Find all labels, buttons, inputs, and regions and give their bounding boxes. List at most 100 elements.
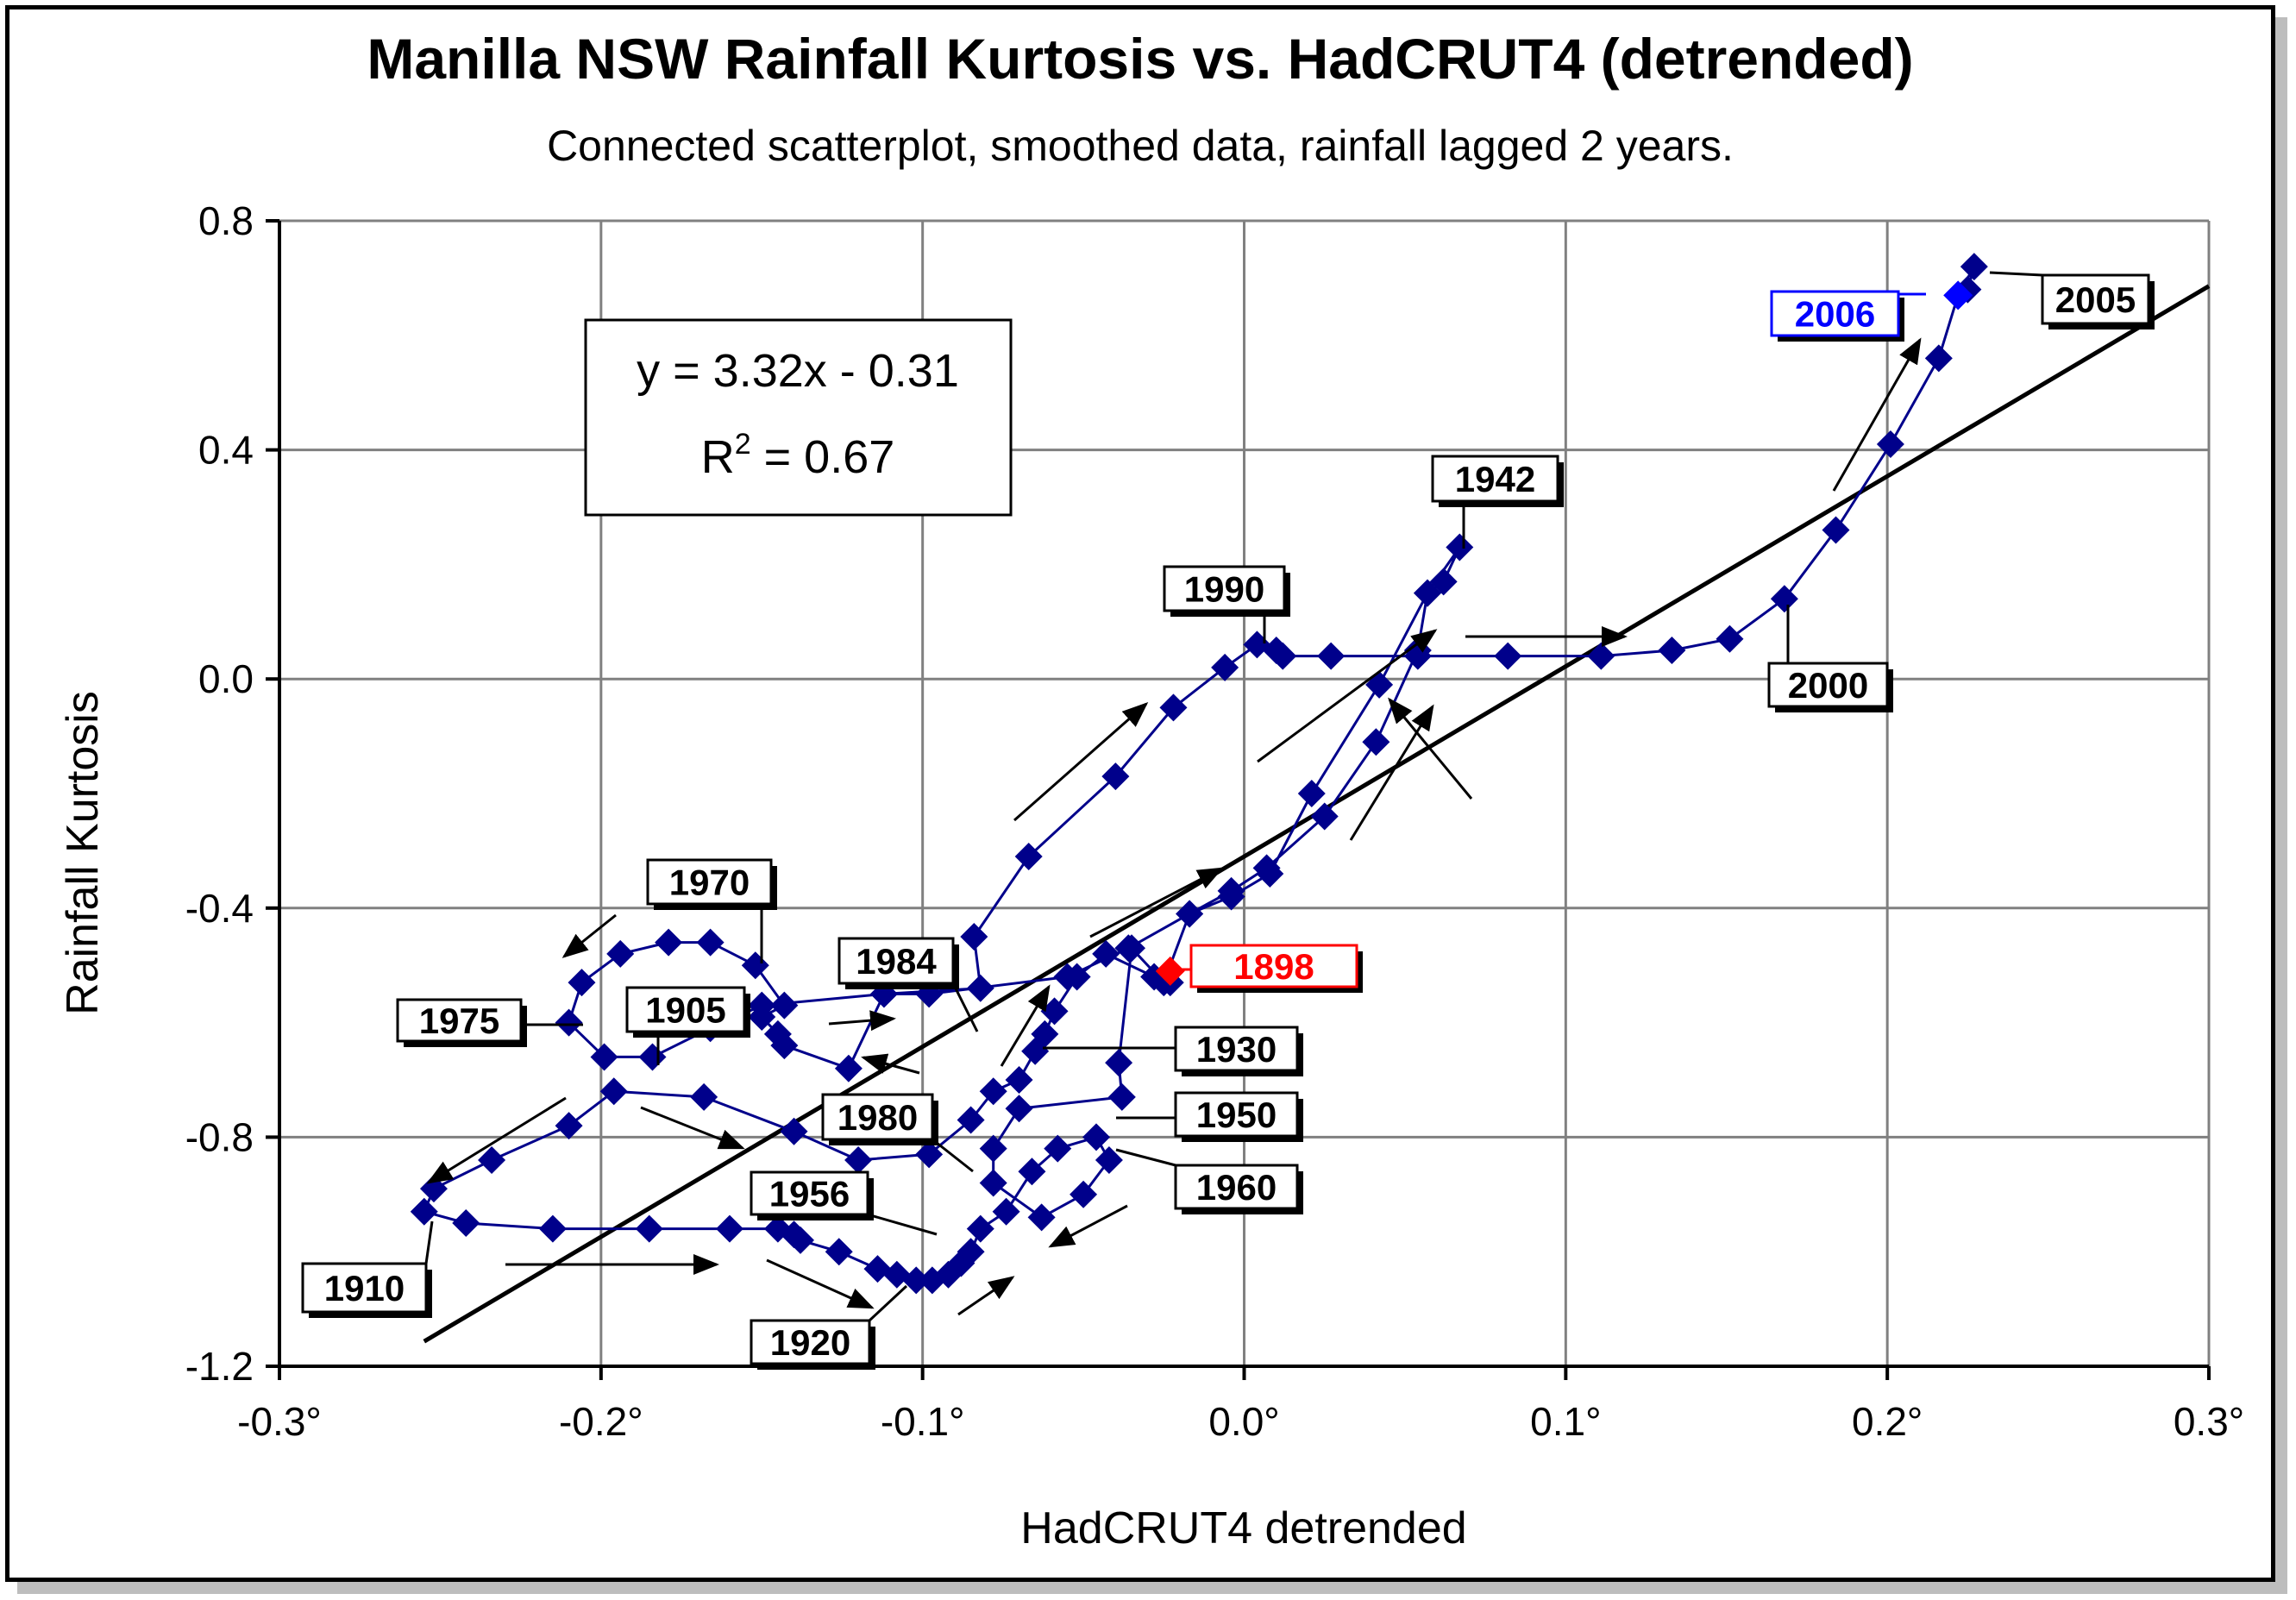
callout-box — [1431, 455, 1559, 503]
data-point — [902, 1266, 931, 1295]
data-point — [1159, 693, 1188, 722]
data-point — [655, 928, 683, 957]
data-point — [979, 1169, 1007, 1197]
callout-box — [1174, 1091, 1299, 1138]
x-axis-label: HadCRUT4 detrended — [1020, 1503, 1466, 1553]
data-point — [1924, 344, 1953, 373]
equation-line: y = 3.32x - 0.31 — [637, 345, 959, 397]
x-tick-label: 0.0° — [1208, 1399, 1279, 1444]
callout-box — [1189, 944, 1358, 988]
year-label: 1905 — [645, 990, 725, 1031]
callout-leader — [1989, 271, 2043, 277]
data-point — [1101, 762, 1130, 791]
data-point — [555, 1008, 583, 1037]
data-point — [1092, 939, 1120, 968]
highlight-point — [1943, 280, 1973, 311]
data-point — [1960, 253, 1988, 281]
data-point — [1587, 642, 1615, 670]
data-point — [1217, 882, 1245, 911]
data-point — [1053, 963, 1082, 991]
y-tick-label: 0.4 — [198, 428, 254, 473]
direction-arrow — [1048, 1204, 1128, 1248]
data-point — [696, 928, 725, 957]
data-point — [1297, 780, 1326, 807]
data-point — [1005, 1066, 1033, 1094]
year-label: 1990 — [1184, 569, 1264, 610]
data-point — [957, 1106, 985, 1134]
data-point — [452, 1209, 480, 1237]
year-label: 1898 — [1233, 946, 1314, 987]
direction-arrow — [1013, 702, 1149, 822]
data-point — [741, 951, 769, 980]
data-point — [786, 1226, 814, 1254]
data-point — [1014, 843, 1043, 871]
direction-arrow — [861, 1053, 920, 1075]
direction-arrow — [1257, 629, 1438, 763]
chart-subtitle: Connected scatterplot, smoothed data, ra… — [547, 122, 1734, 170]
data-point — [1876, 430, 1904, 458]
data-point — [1105, 1049, 1133, 1077]
direction-arrow — [1388, 697, 1473, 800]
callout-leader — [868, 1284, 908, 1322]
data-point — [1822, 516, 1850, 544]
data-point — [555, 1112, 583, 1140]
y-tick-label: 0.0 — [198, 656, 254, 701]
data-point — [1018, 1158, 1046, 1186]
data-point — [590, 1043, 618, 1071]
direction-arrow — [1089, 867, 1224, 938]
direction-arrow — [828, 1010, 896, 1032]
data-point — [599, 1077, 628, 1106]
year-label: 1956 — [769, 1174, 850, 1214]
data-point — [410, 1197, 438, 1226]
data-point — [1414, 579, 1442, 607]
year-label: 1975 — [419, 1001, 499, 1041]
callout-leader — [424, 1220, 434, 1264]
x-tick-label: -0.3° — [237, 1399, 322, 1444]
data-point — [770, 991, 799, 1020]
r-squared: R2 = 0.67 — [701, 428, 895, 483]
data-point — [780, 1117, 808, 1145]
data-point — [1082, 1123, 1110, 1151]
x-tick-label: -0.1° — [881, 1399, 965, 1444]
data-point — [715, 1214, 743, 1243]
callout-leader — [951, 982, 979, 1032]
data-point — [1362, 728, 1390, 756]
data-point — [1256, 859, 1284, 888]
callout-box — [396, 998, 523, 1043]
equation-box: y = 3.32x - 0.31 R2 = 0.67 — [584, 318, 1013, 517]
data-point — [1310, 802, 1339, 831]
callout-leader — [932, 1138, 974, 1173]
data-point — [1005, 1095, 1033, 1123]
data-point — [966, 974, 994, 1002]
callout-box — [750, 1319, 871, 1365]
data-point — [1114, 934, 1143, 963]
scatter-chart: Manilla NSW Rainfall Kurtosis vs. HadCRU… — [58, 27, 2244, 1553]
data-point — [606, 939, 635, 968]
data-point — [478, 1145, 506, 1174]
y-tick-label: -0.8 — [185, 1114, 254, 1159]
data-point — [1365, 670, 1394, 699]
callout-box — [1163, 565, 1286, 612]
data-point — [915, 1140, 944, 1169]
callout-box — [750, 1170, 869, 1216]
callout-box — [2041, 273, 2150, 325]
data-point — [979, 1134, 1007, 1163]
year-label: 1960 — [1196, 1167, 1277, 1208]
direction-arrow — [1000, 984, 1051, 1067]
y-tick-label: -1.2 — [185, 1344, 254, 1389]
data-point — [1027, 1203, 1056, 1232]
y-axis-label: Rainfall Kurtosis — [58, 691, 108, 1015]
data-point — [1716, 624, 1744, 653]
year-label: 1942 — [1455, 459, 1535, 499]
year-label: 1984 — [856, 941, 937, 982]
data-point — [966, 1214, 994, 1243]
data-point — [1317, 642, 1346, 670]
data-point — [638, 1043, 667, 1071]
data-point — [763, 1020, 792, 1048]
data-point — [690, 1082, 718, 1111]
year-label: 2006 — [1795, 294, 1875, 335]
data-point — [1211, 653, 1239, 681]
data-point — [1770, 585, 1798, 613]
callout-box — [1174, 1164, 1299, 1210]
data-point — [1095, 1145, 1123, 1174]
